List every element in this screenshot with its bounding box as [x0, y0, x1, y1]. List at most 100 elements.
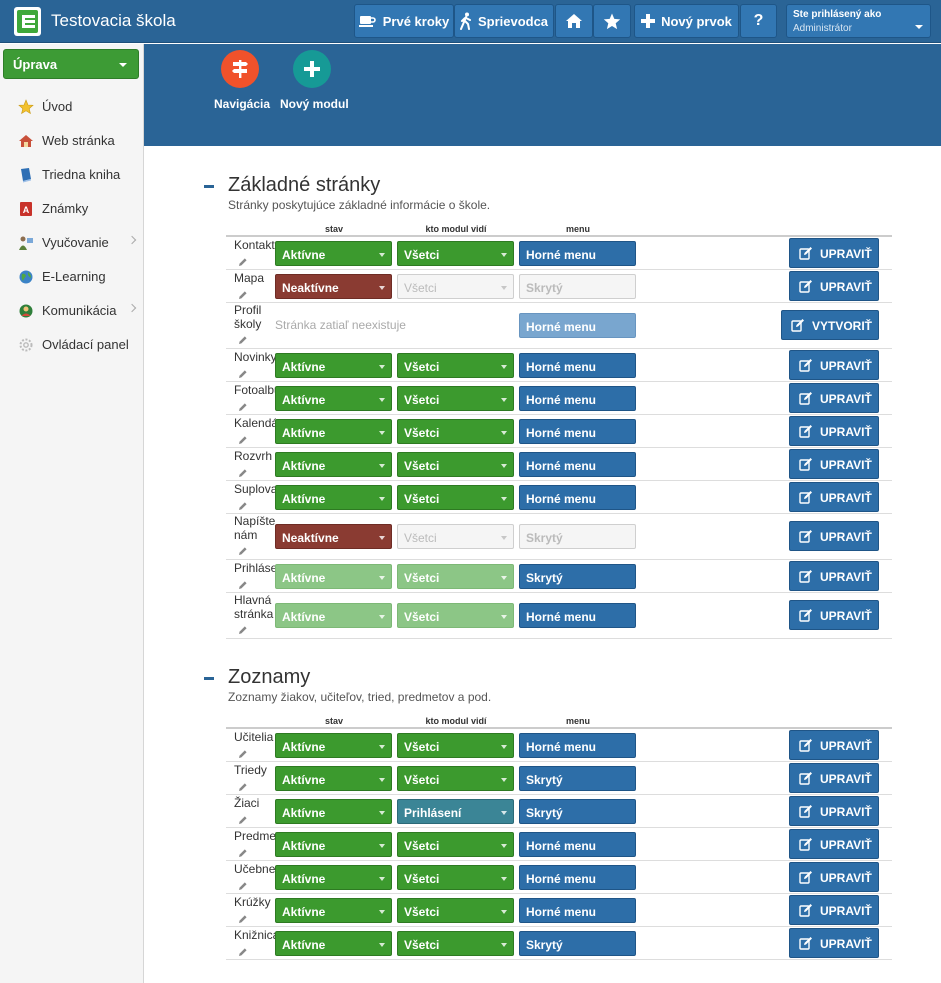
sidebar-item-známky[interactable]: A Známky	[0, 192, 143, 226]
pencil-icon[interactable]	[238, 944, 248, 956]
edit-button[interactable]: UPRAVIŤ	[789, 561, 879, 591]
edit-button[interactable]: UPRAVIŤ	[789, 796, 879, 826]
state-select[interactable]: Aktívne	[275, 385, 392, 411]
visibility-select[interactable]: Všetci	[397, 484, 514, 510]
menu-select[interactable]: Horné menu	[519, 864, 636, 890]
new-item-button[interactable]: Nový prvok	[634, 4, 739, 38]
menu-select[interactable]: Horné menu	[519, 484, 636, 510]
state-select[interactable]: Aktívne	[275, 930, 392, 956]
navigation-label[interactable]: Navigácia	[214, 97, 271, 111]
visibility-select[interactable]: Všetci	[397, 418, 514, 444]
edit-button[interactable]: UPRAVIŤ	[789, 763, 879, 793]
menu-select[interactable]: Skrytý	[519, 765, 636, 791]
visibility-select[interactable]: Všetci	[397, 732, 514, 758]
visibility-select[interactable]: Všetci	[397, 602, 514, 628]
pencil-icon[interactable]	[238, 254, 248, 266]
favorites-button[interactable]	[593, 4, 631, 38]
home-button[interactable]	[555, 4, 593, 38]
visibility-select[interactable]: Všetci	[397, 523, 514, 549]
state-select[interactable]: Neaktívne	[275, 523, 392, 549]
state-select[interactable]: Aktívne	[275, 864, 392, 890]
visibility-select[interactable]: Všetci	[397, 864, 514, 890]
menu-select[interactable]: Horné menu	[519, 385, 636, 411]
menu-select[interactable]: Horné menu	[519, 732, 636, 758]
pencil-icon[interactable]	[238, 812, 248, 824]
state-select[interactable]: Aktívne	[275, 602, 392, 628]
state-select[interactable]: Aktívne	[275, 484, 392, 510]
edit-button[interactable]: UPRAVIŤ	[789, 521, 879, 551]
sidebar-item-komunikácia[interactable]: Komunikácia	[0, 294, 143, 328]
visibility-select[interactable]: Všetci	[397, 831, 514, 857]
new-module-button[interactable]	[293, 50, 331, 88]
user-menu-dropdown[interactable]: Ste prihlásený ako Administrátor	[786, 4, 931, 38]
navigation-button[interactable]	[221, 50, 259, 88]
visibility-select[interactable]: Všetci	[397, 451, 514, 477]
edit-button[interactable]: UPRAVIŤ	[789, 449, 879, 479]
menu-select[interactable]: Skrytý	[519, 273, 636, 299]
pencil-icon[interactable]	[238, 332, 248, 344]
menu-select[interactable]: Skrytý	[519, 930, 636, 956]
edit-button[interactable]: UPRAVIŤ	[789, 383, 879, 413]
help-button[interactable]: ?	[740, 4, 777, 38]
menu-select[interactable]: Horné menu	[519, 602, 636, 628]
new-module-label[interactable]: Nový modul	[280, 97, 349, 111]
guide-button[interactable]: Sprievodca	[454, 4, 554, 38]
sidebar-item-ovládací-panel[interactable]: Ovládací panel	[0, 328, 143, 362]
pencil-icon[interactable]	[238, 911, 248, 923]
visibility-select[interactable]: Všetci	[397, 385, 514, 411]
pencil-icon[interactable]	[238, 543, 248, 555]
pencil-icon[interactable]	[238, 366, 248, 378]
visibility-select[interactable]: Všetci	[397, 765, 514, 791]
state-select[interactable]: Aktívne	[275, 831, 392, 857]
state-select[interactable]: Aktívne	[275, 563, 392, 589]
menu-select[interactable]: Skrytý	[519, 523, 636, 549]
pencil-icon[interactable]	[238, 622, 248, 634]
pencil-icon[interactable]	[238, 287, 248, 299]
pencil-icon[interactable]	[238, 878, 248, 890]
menu-select[interactable]: Horné menu	[519, 451, 636, 477]
pencil-icon[interactable]	[238, 845, 248, 857]
state-select[interactable]: Aktívne	[275, 897, 392, 923]
create-button[interactable]: VYTVORIŤ	[781, 310, 879, 340]
collapse-section-basic[interactable]	[204, 185, 214, 188]
edit-button[interactable]: UPRAVIŤ	[789, 350, 879, 380]
sidebar-item-e-learning[interactable]: E-Learning	[0, 260, 143, 294]
menu-select[interactable]: Horné menu	[519, 418, 636, 444]
menu-select[interactable]: Horné menu	[519, 312, 636, 338]
edit-button[interactable]: UPRAVIŤ	[789, 416, 879, 446]
edit-button[interactable]: UPRAVIŤ	[789, 862, 879, 892]
edit-mode-dropdown[interactable]: Úprava	[3, 49, 139, 79]
state-select[interactable]: Aktívne	[275, 352, 392, 378]
pencil-icon[interactable]	[238, 577, 248, 589]
pencil-icon[interactable]	[238, 498, 248, 510]
pencil-icon[interactable]	[238, 465, 248, 477]
edit-button[interactable]: UPRAVIŤ	[789, 600, 879, 630]
state-select[interactable]: Neaktívne	[275, 273, 392, 299]
visibility-select[interactable]: Všetci	[397, 563, 514, 589]
state-select[interactable]: Aktívne	[275, 732, 392, 758]
state-select[interactable]: Aktívne	[275, 418, 392, 444]
visibility-select[interactable]: Prihlásení	[397, 798, 514, 824]
edit-button[interactable]: UPRAVIŤ	[789, 271, 879, 301]
sidebar-item-triedna-kniha[interactable]: Triedna kniha	[0, 158, 143, 192]
visibility-select[interactable]: Všetci	[397, 930, 514, 956]
visibility-select[interactable]: Všetci	[397, 352, 514, 378]
visibility-select[interactable]: Všetci	[397, 240, 514, 266]
sidebar-item-úvod[interactable]: Úvod	[0, 90, 143, 124]
menu-select[interactable]: Skrytý	[519, 563, 636, 589]
first-steps-button[interactable]: Prvé kroky	[354, 4, 454, 38]
state-select[interactable]: Aktívne	[275, 451, 392, 477]
edit-button[interactable]: UPRAVIŤ	[789, 829, 879, 859]
sidebar-item-vyučovanie[interactable]: Vyučovanie	[0, 226, 143, 260]
pencil-icon[interactable]	[238, 399, 248, 411]
edit-button[interactable]: UPRAVIŤ	[789, 730, 879, 760]
menu-select[interactable]: Horné menu	[519, 240, 636, 266]
pencil-icon[interactable]	[238, 432, 248, 444]
visibility-select[interactable]: Všetci	[397, 897, 514, 923]
menu-select[interactable]: Skrytý	[519, 798, 636, 824]
visibility-select[interactable]: Všetci	[397, 273, 514, 299]
pencil-icon[interactable]	[238, 779, 248, 791]
state-select[interactable]: Aktívne	[275, 765, 392, 791]
menu-select[interactable]: Horné menu	[519, 831, 636, 857]
edit-button[interactable]: UPRAVIŤ	[789, 238, 879, 268]
